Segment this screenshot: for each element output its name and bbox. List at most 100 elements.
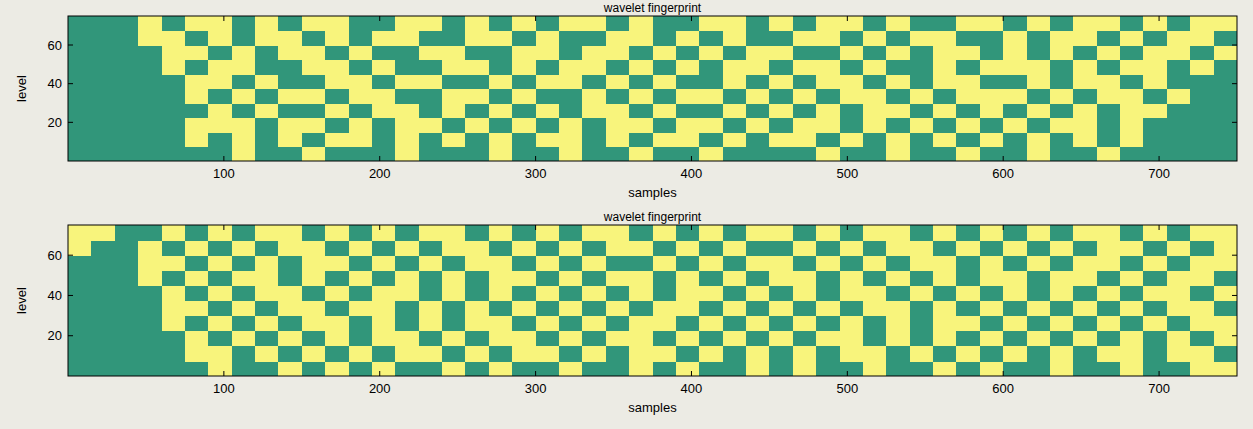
cell	[232, 74, 256, 89]
cell	[442, 45, 466, 60]
cell	[1050, 45, 1074, 60]
cell	[606, 285, 630, 301]
cell	[162, 147, 186, 162]
cell	[278, 147, 302, 162]
cell	[606, 346, 630, 362]
x-tick	[847, 371, 848, 376]
cell	[91, 346, 115, 362]
cell	[255, 45, 279, 60]
cell	[91, 270, 115, 286]
cell	[372, 225, 396, 241]
cell	[676, 118, 700, 133]
cell	[536, 240, 560, 256]
cell	[1143, 16, 1167, 31]
cell	[863, 270, 887, 286]
cell	[723, 285, 747, 301]
cell	[465, 118, 489, 133]
cell	[840, 103, 864, 118]
cell	[115, 118, 139, 133]
cell	[162, 225, 186, 241]
x-tick	[847, 156, 848, 161]
cell	[1214, 270, 1237, 286]
y-tick-label: 60	[48, 248, 62, 263]
cell	[980, 240, 1004, 256]
cell	[1003, 316, 1027, 332]
cell	[582, 60, 606, 75]
cell	[372, 331, 396, 347]
cell	[278, 361, 302, 376]
cell	[1190, 89, 1214, 104]
cell	[629, 285, 653, 301]
cell	[232, 225, 256, 241]
cell	[956, 45, 980, 60]
cell	[442, 103, 466, 118]
cell	[512, 270, 536, 286]
cell	[582, 132, 606, 147]
cell	[115, 74, 139, 89]
cell	[1167, 16, 1191, 31]
cell	[395, 74, 419, 89]
cell	[419, 316, 443, 332]
cell	[68, 225, 92, 241]
cell	[933, 147, 957, 162]
y-tick	[1232, 295, 1237, 296]
x-tick-label: 300	[525, 381, 547, 396]
cell	[956, 16, 980, 31]
panel: 100200300400500600700204060wavelet finge…	[14, 210, 1238, 415]
cell	[886, 89, 910, 104]
cell	[606, 301, 630, 317]
cell	[629, 132, 653, 147]
cell	[208, 147, 232, 162]
cell	[840, 225, 864, 241]
cell	[1073, 270, 1097, 286]
cell	[208, 331, 232, 347]
cell	[536, 118, 560, 133]
cell	[1143, 89, 1167, 104]
cell	[699, 225, 723, 241]
cell	[278, 316, 302, 332]
x-tick-label: 400	[681, 381, 703, 396]
cell	[208, 132, 232, 147]
cell	[302, 89, 326, 104]
cell	[489, 16, 513, 31]
cell	[582, 240, 606, 256]
cell	[606, 16, 630, 31]
cell	[816, 240, 840, 256]
cell	[419, 74, 443, 89]
cell	[489, 255, 513, 271]
cell	[138, 89, 162, 104]
cell	[582, 331, 606, 347]
cell	[372, 103, 396, 118]
cell	[419, 361, 443, 376]
cell	[138, 74, 162, 89]
cell	[1097, 240, 1121, 256]
cell	[840, 270, 864, 286]
cell	[465, 285, 489, 301]
cell	[465, 331, 489, 347]
x-tick	[223, 16, 224, 21]
cell	[1027, 16, 1051, 31]
cell	[606, 31, 630, 46]
cell	[1167, 346, 1191, 362]
cell	[1073, 31, 1097, 46]
cell	[910, 60, 934, 75]
background	[0, 0, 1253, 429]
cell	[185, 346, 209, 362]
cell	[138, 285, 162, 301]
cell	[536, 316, 560, 332]
cell	[419, 147, 443, 162]
cell	[349, 31, 373, 46]
cell	[208, 89, 232, 104]
cell	[512, 316, 536, 332]
cell	[559, 103, 583, 118]
cell	[372, 31, 396, 46]
cell	[68, 316, 92, 332]
cell	[746, 301, 770, 317]
x-tick	[1159, 156, 1160, 161]
cell	[910, 74, 934, 89]
cell	[1027, 118, 1051, 133]
cell	[302, 118, 326, 133]
cell	[723, 361, 747, 376]
cell	[699, 361, 723, 376]
x-tick-label: 700	[1148, 381, 1170, 396]
